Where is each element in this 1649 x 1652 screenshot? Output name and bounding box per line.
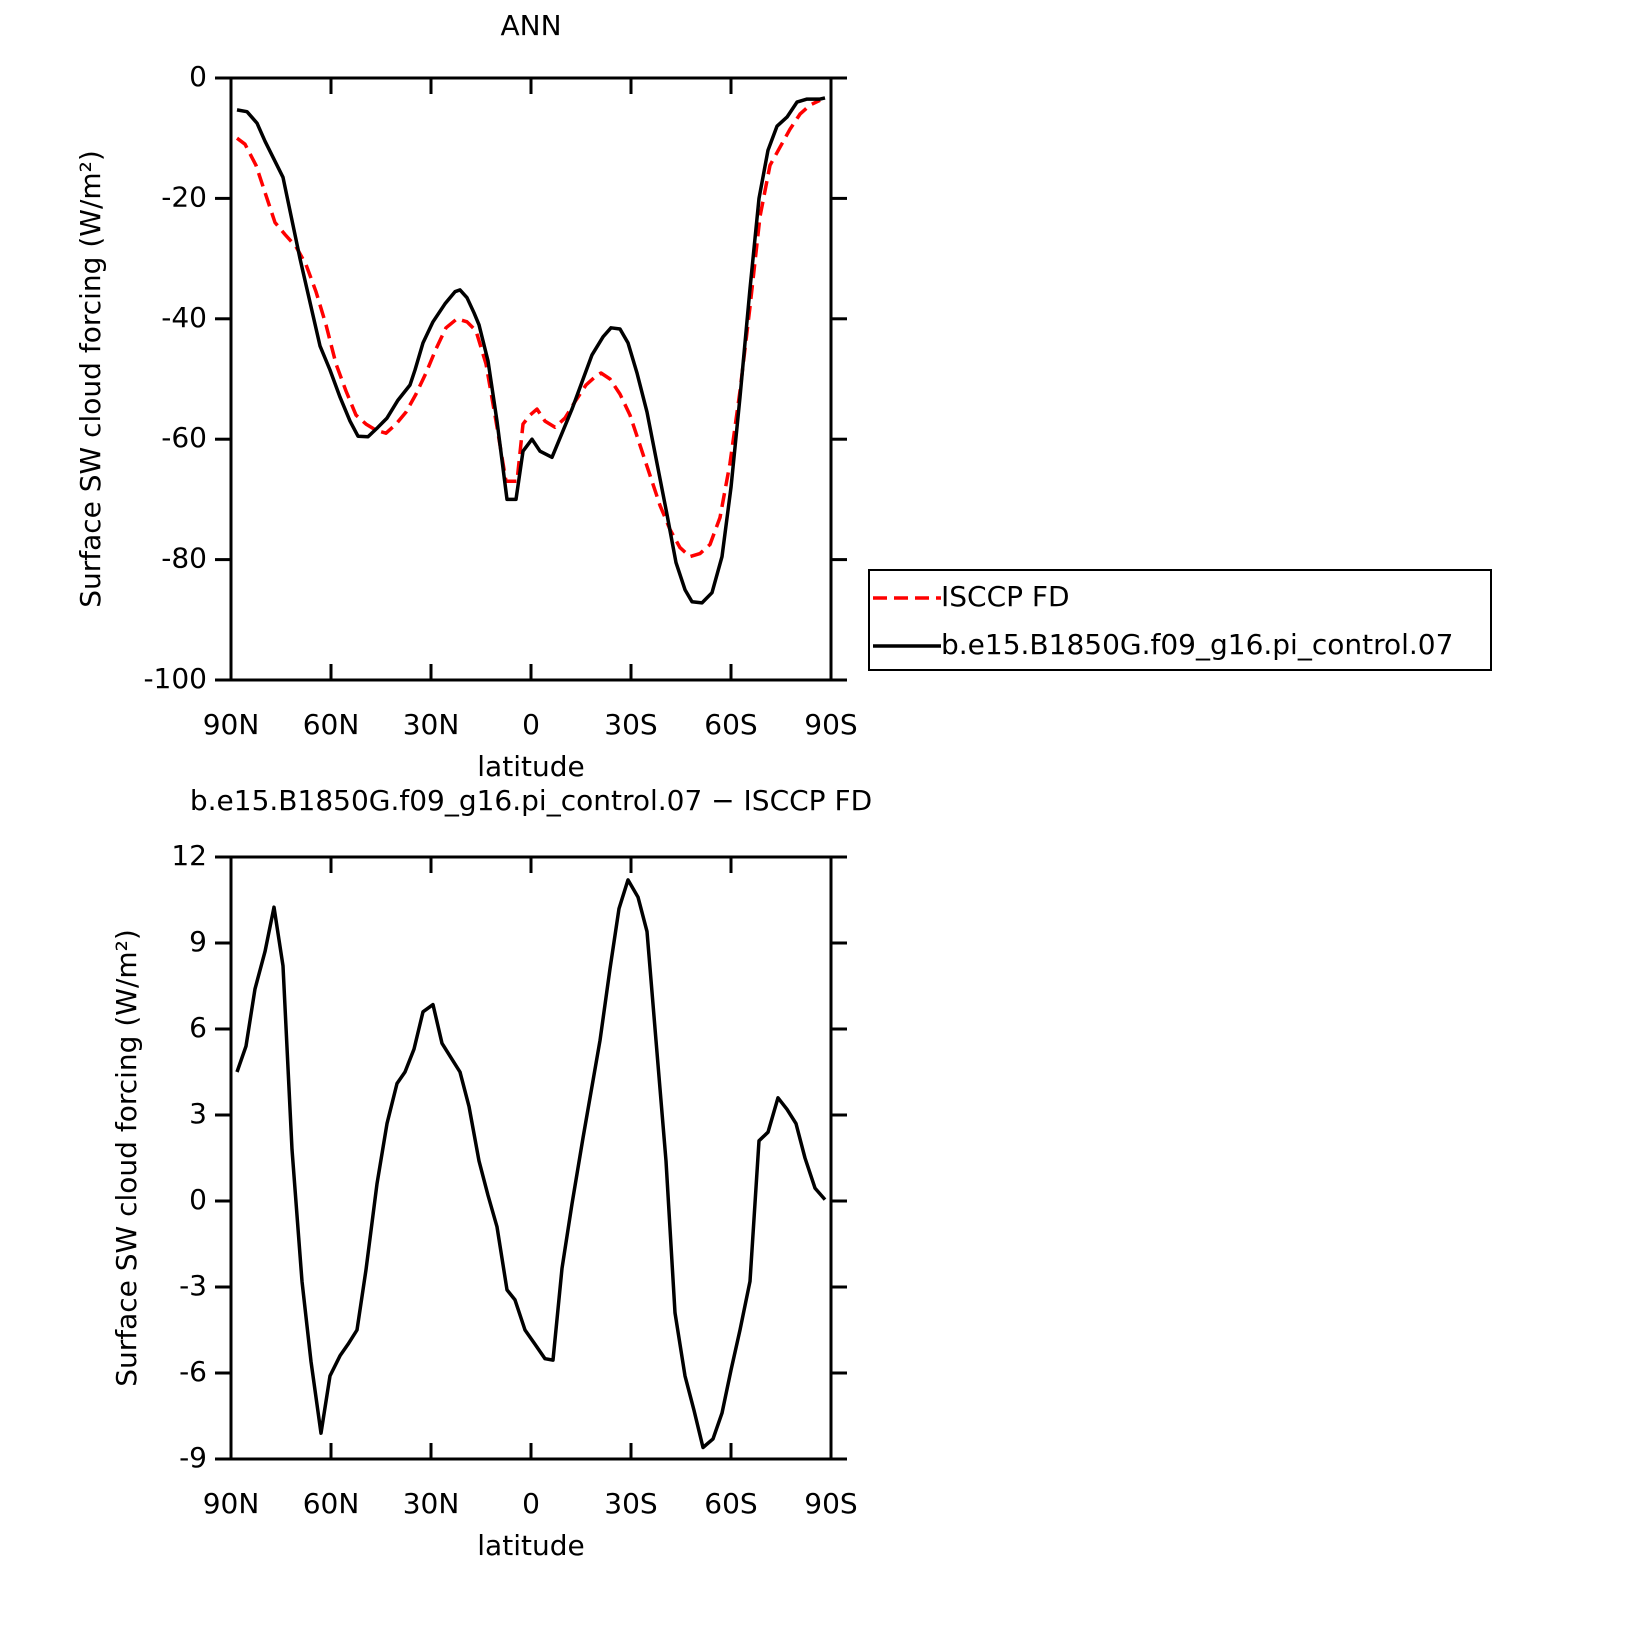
plot-frame: [229, 855, 833, 1461]
x-tick-label: 0: [522, 1487, 540, 1520]
x-tick-label: 90N: [203, 1487, 260, 1520]
y-tick-label: 0: [189, 60, 207, 93]
y-tick-label: 9: [189, 925, 207, 958]
y-axis-label: Surface SW cloud forcing (W/m²): [110, 929, 143, 1387]
x-tick-label: 60S: [704, 708, 757, 741]
legend-label: ISCCP FD: [941, 580, 1070, 613]
x-tick-label: 60S: [704, 1487, 757, 1520]
y-tick-label: -20: [161, 180, 207, 213]
chart-title: ANN: [500, 9, 561, 42]
y-tick-label: -3: [179, 1269, 207, 1302]
y-tick-label: 12: [171, 839, 207, 872]
legend-box: [868, 569, 1492, 671]
y-tick-label: -60: [161, 421, 207, 454]
y-tick-label: -9: [179, 1441, 207, 1474]
data-line: [235, 878, 827, 1450]
y-tick-label: -6: [179, 1355, 207, 1388]
x-tick-label: 60N: [303, 708, 360, 741]
x-tick-label: 0: [522, 708, 540, 741]
y-tick-label: -100: [143, 662, 207, 695]
y-tick-label: -40: [161, 301, 207, 334]
y-tick-label: -80: [161, 542, 207, 575]
x-axis-label: latitude: [477, 1529, 584, 1562]
y-tick-label: 6: [189, 1011, 207, 1044]
legend-label: b.e15.B1850G.f09_g16.pi_control.07: [941, 628, 1453, 661]
x-tick-label: 30S: [604, 708, 657, 741]
x-tick-label: 60N: [303, 1487, 360, 1520]
x-tick-label: 30S: [604, 1487, 657, 1520]
x-tick-label: 30N: [403, 1487, 460, 1520]
chart-title: b.e15.B1850G.f09_g16.pi_control.07 − ISC…: [190, 784, 872, 817]
y-tick-label: 0: [189, 1183, 207, 1216]
x-axis-label: latitude: [477, 750, 584, 783]
data-line: [236, 96, 826, 605]
x-tick-label: 90N: [203, 708, 260, 741]
x-tick-label: 30N: [403, 708, 460, 741]
y-tick-label: 3: [189, 1097, 207, 1130]
data-line: [235, 98, 821, 559]
x-tick-label: 90S: [804, 1487, 857, 1520]
y-axis-label: Surface SW cloud forcing (W/m²): [74, 150, 107, 608]
x-tick-label: 90S: [804, 708, 857, 741]
